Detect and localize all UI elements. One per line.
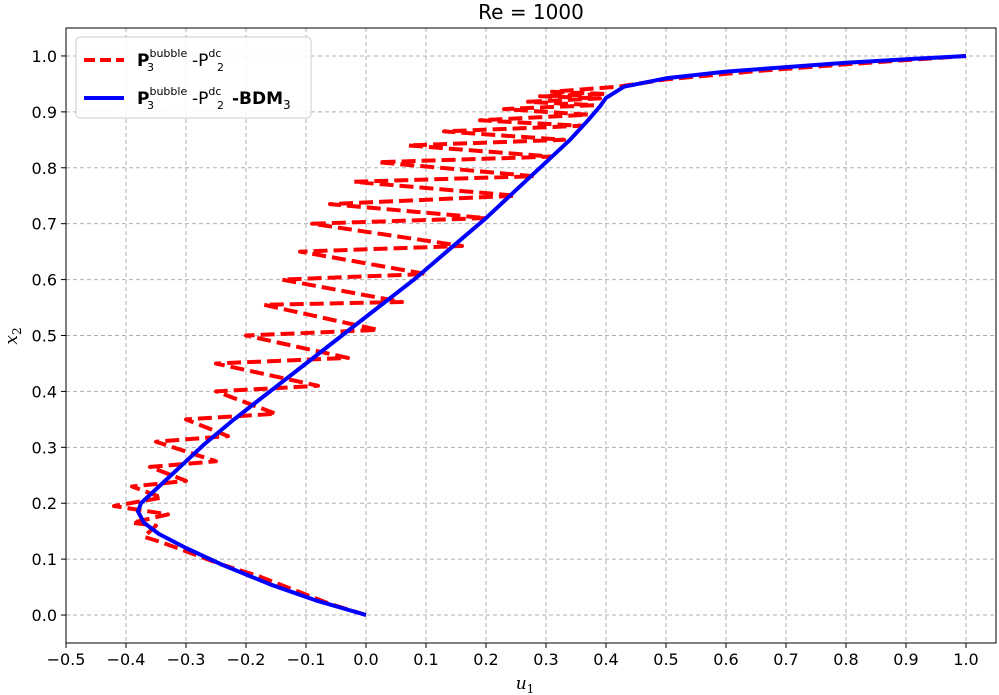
legend-label-2: Pbubble 3 -Pdc 2 -BDM3 <box>137 85 291 112</box>
x-tick-label: 0.3 <box>533 650 558 669</box>
plot-series <box>112 54 967 617</box>
chart-title: Re = 1000 <box>478 0 584 24</box>
legend-2-sup1: bubble <box>149 85 187 98</box>
y-tick-label: 0.1 <box>32 550 57 569</box>
legend-2-tail: -BDM <box>232 89 283 109</box>
legend-2-sub2: 2 <box>217 99 224 112</box>
legend-2-sub1: 3 <box>147 99 154 112</box>
legend-1-sub1: 3 <box>147 61 154 74</box>
y-axis-label-subscript: 2 <box>10 327 24 335</box>
x-tick-label: 1.0 <box>953 650 978 669</box>
y-tick-label: 0.3 <box>32 438 57 457</box>
x-axis-ticks: −0.5 −0.4 −0.3 −0.2 −0.1 0.0 0.1 0.2 0.3 0.4 0.5 0.… <box>47 643 979 669</box>
y-tick-label: 0.8 <box>32 159 57 178</box>
y-tick-label: 0.7 <box>32 215 57 234</box>
y-tick-label: 1.0 <box>32 47 57 66</box>
y-axis-ticks: 0.0 0.1 0.2 0.3 0.4 0.5 0.6 0.7 0.8 0.9 1.0 <box>32 47 66 625</box>
legend-1-base: P <box>137 51 149 71</box>
x-tick-label: −0.1 <box>287 650 326 669</box>
legend-2-sup2: dc <box>208 85 221 98</box>
x-tick-label: 0.7 <box>773 650 798 669</box>
y-tick-label: 0.6 <box>32 271 57 290</box>
x-tick-label: −0.4 <box>107 650 146 669</box>
series-line-solid <box>136 54 967 617</box>
legend-box <box>75 36 312 119</box>
legend-1-sup2: dc <box>208 47 221 60</box>
x-tick-label: −0.2 <box>227 650 266 669</box>
y-tick-label: 0.2 <box>32 494 57 513</box>
x-axis-label: u1 <box>516 674 535 695</box>
legend-1-sup1: bubble <box>149 47 187 60</box>
x-tick-label: 0.0 <box>353 650 378 669</box>
x-tick-label: 0.6 <box>713 650 738 669</box>
y-axis-label: x2 <box>2 327 24 344</box>
x-tick-label: 0.9 <box>893 650 918 669</box>
legend-1-mid: -P <box>192 51 208 71</box>
legend-label-1: Pbubble 3 -Pdc 2 <box>137 47 224 74</box>
legend-1-sub2: 2 <box>217 61 224 74</box>
y-tick-label: 0.5 <box>32 327 57 346</box>
y-tick-label: 0.0 <box>32 606 57 625</box>
x-axis-label-base: u <box>516 674 527 694</box>
series-line-dashed <box>112 54 967 617</box>
x-tick-label: 0.5 <box>653 650 678 669</box>
legend-2-base: P <box>137 89 149 109</box>
x-tick-label: 0.8 <box>833 650 858 669</box>
x-tick-label: 0.2 <box>473 650 498 669</box>
x-tick-label: −0.5 <box>47 650 86 669</box>
y-tick-label: 0.9 <box>32 103 57 122</box>
x-tick-label: 0.1 <box>413 650 438 669</box>
x-axis-label-subscript: 1 <box>527 682 535 695</box>
x-tick-label: −0.3 <box>167 650 206 669</box>
x-tick-label: 0.4 <box>593 650 618 669</box>
y-tick-label: 0.4 <box>32 382 57 401</box>
legend-2-tail-sub: 3 <box>283 98 291 112</box>
legend-2-mid: -P <box>192 89 208 109</box>
y-axis-label-base: x <box>2 335 22 345</box>
legend: Pbubble 3 -Pdc 2 Pbubble 3 -Pdc 2 -BDM3 <box>75 36 312 119</box>
